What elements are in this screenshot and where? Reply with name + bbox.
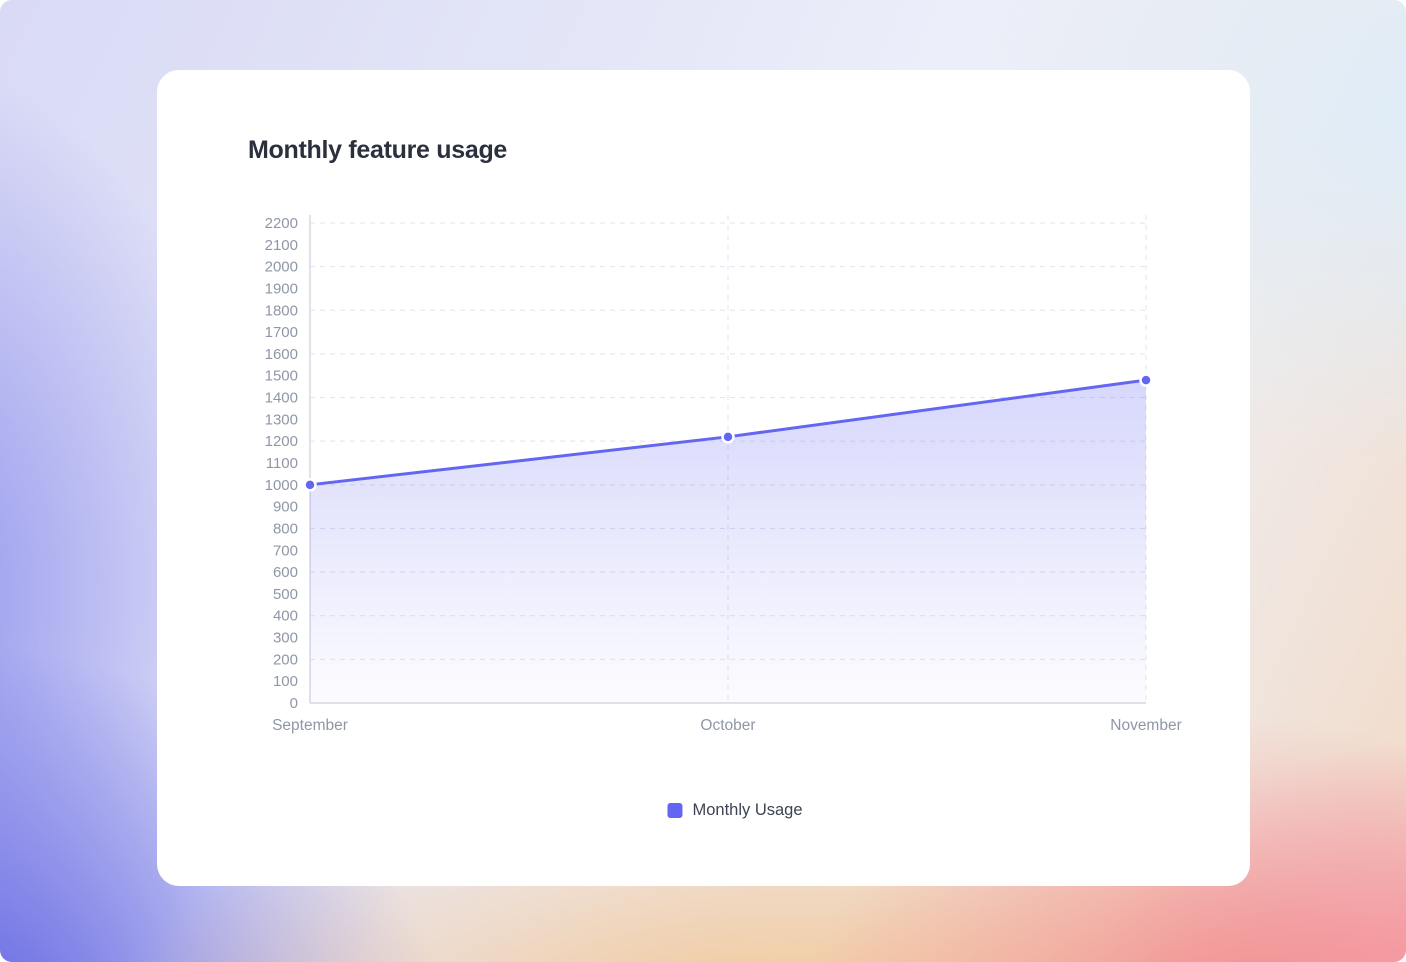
svg-text:1600: 1600 xyxy=(265,346,298,363)
y-axis-labels: 0 100 200 300 400 500 600 700 800 900 1000 1100 1200… xyxy=(265,215,298,712)
svg-text:800: 800 xyxy=(273,520,298,537)
svg-text:500: 500 xyxy=(273,586,298,603)
data-point-september[interactable] xyxy=(303,478,317,492)
svg-text:October: October xyxy=(700,717,755,734)
svg-text:600: 600 xyxy=(273,564,298,581)
svg-text:1400: 1400 xyxy=(265,390,298,407)
svg-text:200: 200 xyxy=(273,651,298,668)
svg-text:September: September xyxy=(272,717,348,734)
svg-text:1500: 1500 xyxy=(265,368,298,385)
legend-label: Monthly Usage xyxy=(692,801,803,819)
svg-text:100: 100 xyxy=(273,673,298,690)
svg-text:2200: 2200 xyxy=(265,215,298,232)
svg-text:2100: 2100 xyxy=(265,237,298,254)
chart-title: Monthly feature usage xyxy=(248,136,508,164)
svg-text:1700: 1700 xyxy=(265,324,298,341)
svg-text:1800: 1800 xyxy=(265,302,298,319)
svg-text:1300: 1300 xyxy=(265,411,298,428)
svg-text:2000: 2000 xyxy=(265,259,298,276)
svg-text:November: November xyxy=(1110,717,1182,734)
svg-text:1100: 1100 xyxy=(266,455,298,472)
svg-text:0: 0 xyxy=(290,695,298,712)
chart-legend: Monthly Usage xyxy=(667,801,803,820)
svg-text:1000: 1000 xyxy=(265,477,298,494)
svg-text:1900: 1900 xyxy=(265,280,298,297)
svg-text:1200: 1200 xyxy=(265,433,298,450)
line-chart-canvas: 0 100 200 300 400 500 600 700 800 900 1000 1100 1200… xyxy=(265,215,1182,734)
svg-text:700: 700 xyxy=(273,542,298,559)
data-point-november[interactable] xyxy=(1139,373,1153,387)
legend-swatch xyxy=(667,803,683,818)
data-point-october[interactable] xyxy=(721,430,735,444)
x-axis-labels: September October November xyxy=(272,717,1182,734)
svg-text:400: 400 xyxy=(273,608,298,625)
chart-card: Monthly feature usage 0 100 200 300 400 500 60… xyxy=(157,70,1250,886)
svg-text:900: 900 xyxy=(273,499,298,516)
svg-text:300: 300 xyxy=(273,630,298,647)
